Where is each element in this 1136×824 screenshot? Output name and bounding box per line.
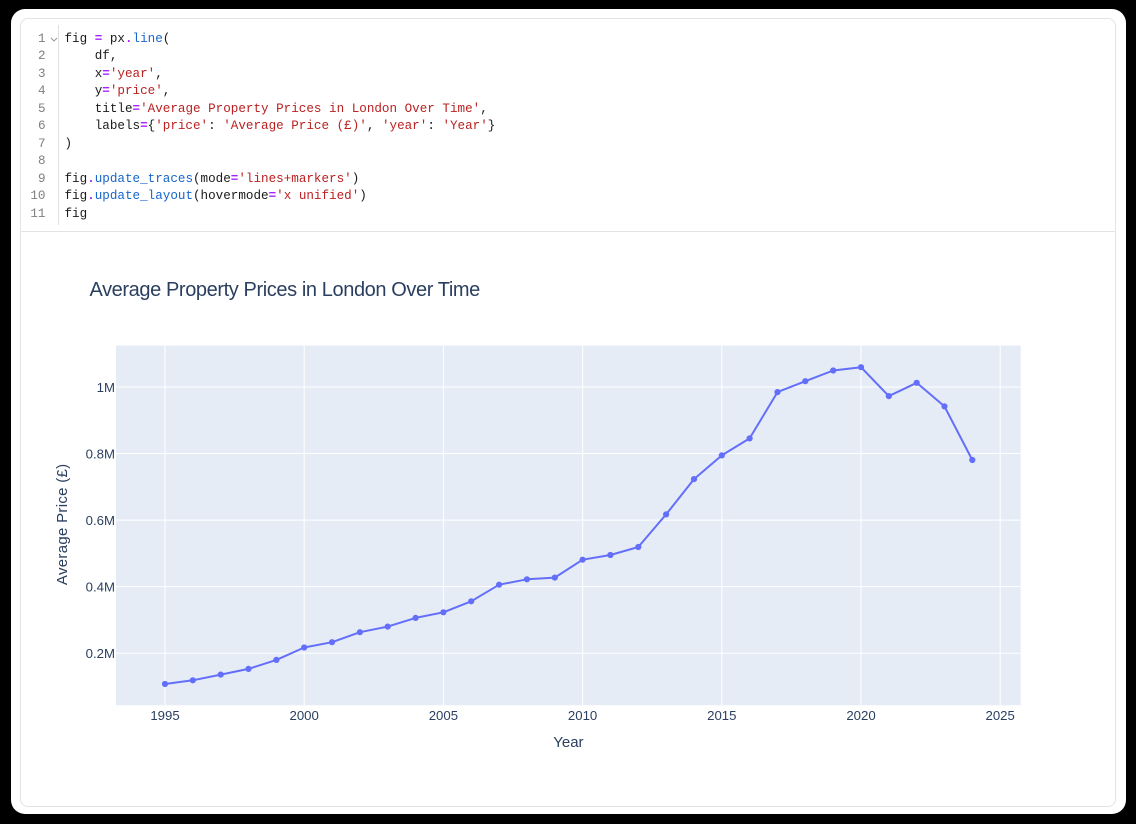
svg-text:0.8M: 0.8M bbox=[86, 446, 115, 461]
svg-text:0.4M: 0.4M bbox=[86, 579, 115, 594]
svg-text:0.2M: 0.2M bbox=[86, 646, 115, 661]
svg-text:2025: 2025 bbox=[986, 708, 1015, 723]
svg-text:Year: Year bbox=[553, 734, 583, 751]
svg-text:0.6M: 0.6M bbox=[86, 513, 115, 528]
svg-text:2000: 2000 bbox=[290, 708, 319, 723]
svg-text:1M: 1M bbox=[97, 380, 115, 395]
svg-text:1995: 1995 bbox=[150, 708, 179, 723]
svg-text:2015: 2015 bbox=[707, 708, 736, 723]
svg-text:2020: 2020 bbox=[846, 708, 875, 723]
svg-text:Average Property Prices in Lon: Average Property Prices in London Over T… bbox=[90, 279, 481, 301]
svg-text:2010: 2010 bbox=[568, 708, 597, 723]
svg-text:Average Price (£): Average Price (£) bbox=[54, 464, 71, 586]
svg-text:2005: 2005 bbox=[429, 708, 458, 723]
